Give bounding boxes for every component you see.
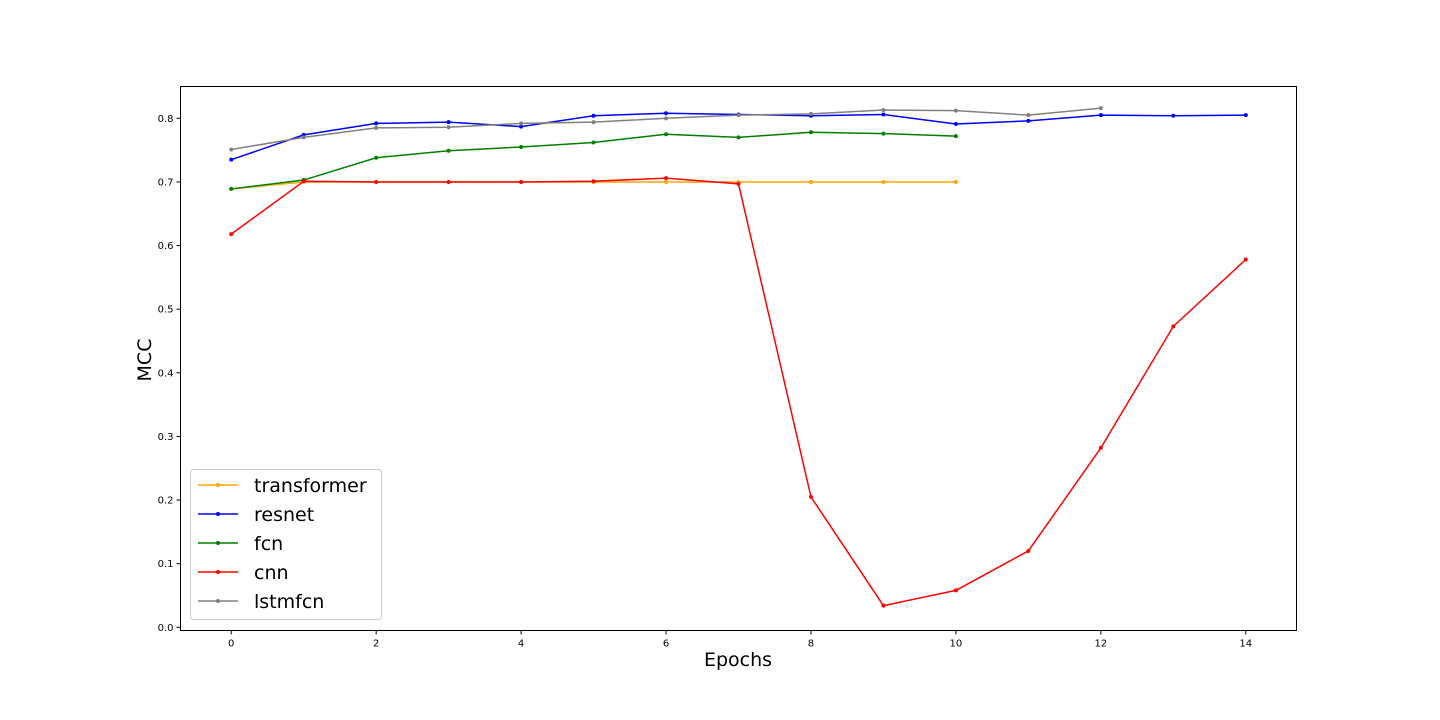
legend-swatch-marker [216, 512, 220, 516]
x-tick-label: 2 [373, 639, 379, 650]
data-point-transformer [881, 179, 886, 184]
x-tick-label: 12 [1094, 639, 1107, 650]
data-point-cnn [881, 603, 886, 608]
data-point-lstmfcn [881, 108, 886, 113]
y-tick-label: 0.6 [158, 241, 174, 252]
legend-swatch-marker [216, 541, 220, 545]
data-point-cnn [664, 176, 669, 181]
y-tick-label: 0.2 [158, 496, 174, 507]
series-line-cnn [230, 177, 1247, 607]
x-tick-label: 0 [228, 639, 234, 650]
data-point-cnn [301, 179, 306, 184]
data-point-fcn [519, 144, 524, 149]
legend-label: cnn [254, 562, 289, 584]
x-tick-label: 8 [808, 639, 814, 650]
legend-swatch-marker [216, 599, 220, 603]
legend-entry-fcn: fcn [198, 533, 283, 555]
data-point-resnet [1243, 113, 1248, 118]
y-axis-label: MCC [134, 339, 156, 382]
plot-frame [180, 86, 1297, 631]
x-tick-label: 4 [518, 639, 524, 650]
data-point-fcn [953, 134, 958, 139]
y-tick-label: 0.3 [158, 432, 174, 443]
data-point-transformer [664, 179, 669, 184]
data-point-cnn [808, 494, 813, 499]
data-point-resnet [881, 112, 886, 117]
series-layer [229, 106, 1248, 608]
y-tick-label: 0.7 [158, 177, 174, 188]
data-point-resnet [591, 113, 596, 118]
data-point-lstmfcn [301, 135, 306, 140]
legend-label: transformer [254, 475, 367, 497]
data-point-resnet [446, 120, 451, 125]
data-point-lstmfcn [229, 147, 234, 152]
data-point-cnn [1171, 324, 1176, 329]
data-point-lstmfcn [736, 113, 741, 118]
data-point-cnn [229, 232, 234, 237]
data-point-cnn [1243, 257, 1248, 262]
data-point-resnet [229, 157, 234, 162]
legend-entry-cnn: cnn [198, 562, 289, 584]
series-lstmfcn [229, 106, 1103, 152]
legend-label: resnet [254, 504, 314, 526]
data-point-cnn [374, 179, 379, 184]
data-point-lstmfcn [1026, 113, 1031, 118]
data-point-fcn [591, 140, 596, 145]
data-point-cnn [1098, 445, 1103, 450]
legend-entry-transformer: transformer [198, 475, 367, 497]
data-point-fcn [664, 132, 669, 137]
x-tick-label: 6 [663, 639, 669, 650]
data-point-fcn [229, 186, 234, 191]
legend-entry-lstmfcn: lstmfcn [198, 591, 324, 613]
series-cnn [229, 176, 1248, 608]
x-tick-label: 10 [950, 639, 963, 650]
data-point-fcn [808, 130, 813, 135]
data-point-lstmfcn [664, 116, 669, 121]
data-point-resnet [953, 122, 958, 127]
legend-frame [190, 469, 382, 620]
data-point-transformer [953, 179, 958, 184]
legend-swatch-marker [216, 483, 220, 487]
data-point-transformer [808, 179, 813, 184]
data-point-lstmfcn [519, 121, 524, 126]
y-tick-label: 0.5 [158, 305, 174, 316]
data-point-lstmfcn [808, 111, 813, 116]
data-point-lstmfcn [446, 125, 451, 130]
data-point-cnn [519, 179, 524, 184]
data-point-lstmfcn [374, 125, 379, 130]
data-point-lstmfcn [953, 108, 958, 113]
data-point-fcn [446, 148, 451, 153]
legend-label: lstmfcn [254, 591, 324, 613]
legend-entry-resnet: resnet [198, 504, 314, 526]
data-point-resnet [1171, 113, 1176, 118]
legend: transformer resnet fcn cnn lstmfcn [190, 469, 382, 620]
data-point-cnn [446, 179, 451, 184]
x-axis-label: Epochs [704, 649, 772, 671]
series-fcn [229, 130, 958, 191]
data-point-cnn [736, 181, 741, 186]
data-point-lstmfcn [1098, 106, 1103, 111]
data-point-cnn [591, 179, 596, 184]
data-point-cnn [1026, 548, 1031, 553]
data-point-fcn [881, 131, 886, 136]
data-point-resnet [1098, 113, 1103, 118]
y-tick-label: 0.8 [158, 114, 174, 125]
y-axis: 0.0 0.1 0.2 0.3 0.4 0.5 0.6 0.7 0.8 [158, 114, 181, 634]
data-point-resnet [1026, 118, 1031, 123]
y-tick-label: 0.1 [158, 559, 174, 570]
data-point-resnet [519, 124, 524, 129]
data-point-fcn [374, 155, 379, 160]
y-tick-label: 0.4 [158, 368, 174, 379]
data-point-fcn [736, 135, 741, 140]
data-point-resnet [664, 111, 669, 116]
legend-label: fcn [254, 533, 283, 555]
data-point-resnet [374, 121, 379, 126]
data-point-lstmfcn [591, 120, 596, 125]
legend-swatch-marker [216, 570, 220, 574]
x-axis: 0 2 4 6 8 10 12 14 [228, 630, 1252, 650]
y-tick-label: 0.0 [158, 623, 174, 634]
x-tick-label: 14 [1239, 639, 1252, 650]
data-point-cnn [953, 588, 958, 593]
